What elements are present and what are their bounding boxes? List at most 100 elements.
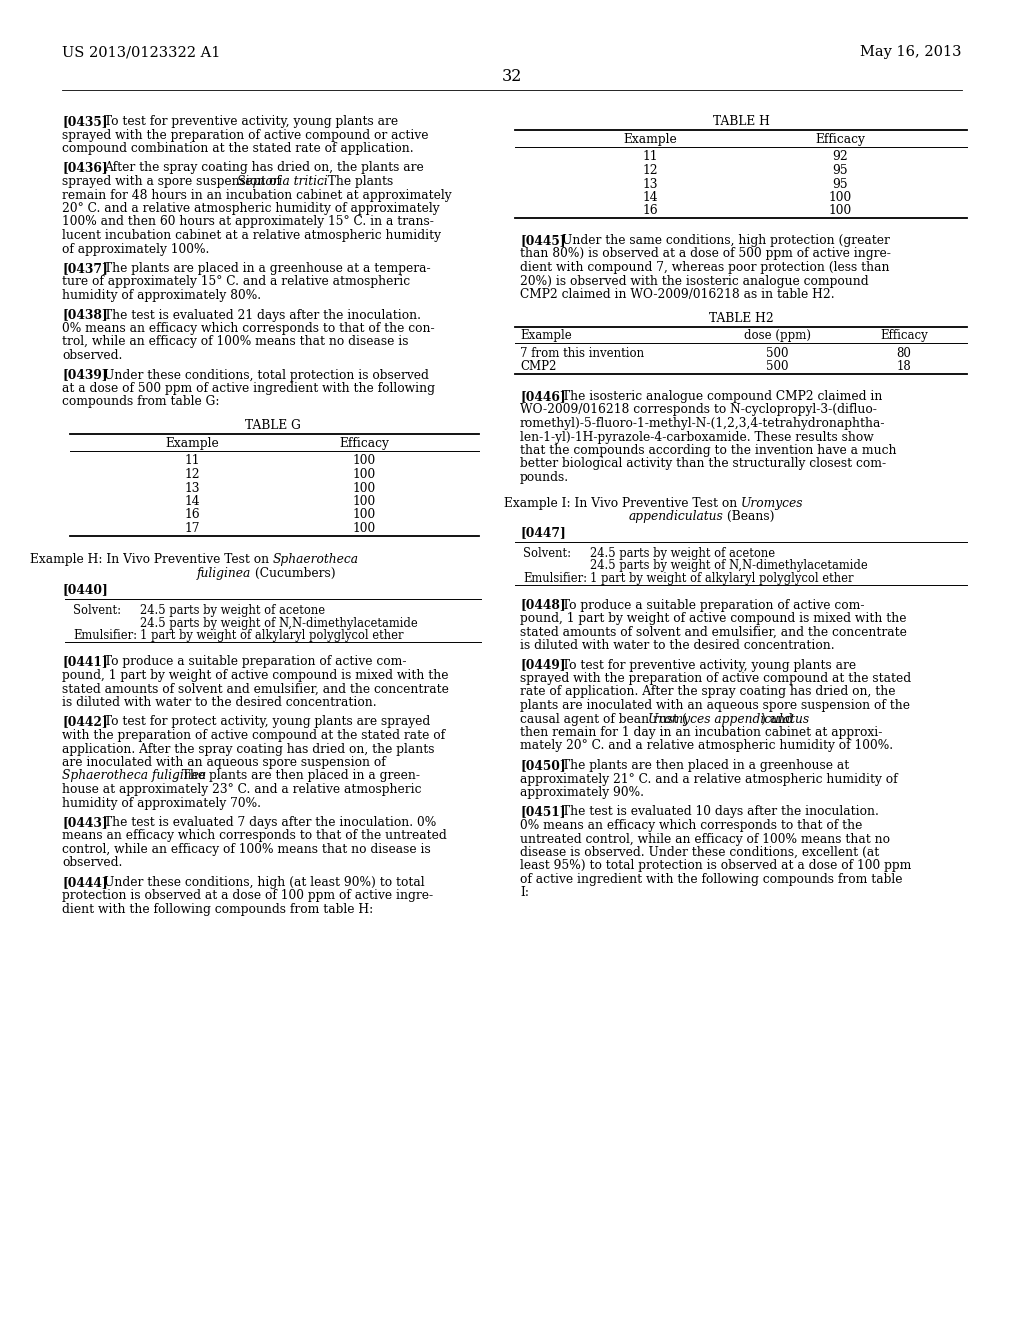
Text: 17: 17	[185, 521, 201, 535]
Text: Septoria tritici: Septoria tritici	[237, 176, 328, 187]
Text: 0% means an efficacy which corresponds to that of the con-: 0% means an efficacy which corresponds t…	[62, 322, 434, 335]
Text: dient with compound 7, whereas poor protection (less than: dient with compound 7, whereas poor prot…	[520, 261, 890, 275]
Text: Example I: In Vivo Preventive Test on: Example I: In Vivo Preventive Test on	[504, 496, 741, 510]
Text: 24.5 parts by weight of acetone: 24.5 parts by weight of acetone	[140, 605, 326, 616]
Text: The plants are then placed in a greenhouse at: The plants are then placed in a greenhou…	[562, 759, 849, 772]
Text: 20° C. and a relative atmospheric humidity of approximately: 20° C. and a relative atmospheric humidi…	[62, 202, 439, 215]
Text: least 95%) to total protection is observed at a dose of 100 ppm: least 95%) to total protection is observ…	[520, 859, 911, 873]
Text: 32: 32	[502, 69, 522, 84]
Text: 20%) is observed with the isosteric analogue compound: 20%) is observed with the isosteric anal…	[520, 275, 868, 288]
Text: [0447]: [0447]	[520, 525, 565, 539]
Text: are inoculated with an aqueous spore suspension of: are inoculated with an aqueous spore sus…	[62, 756, 386, 770]
Text: causal agent of bean rust (: causal agent of bean rust (	[520, 713, 687, 726]
Text: pound, 1 part by weight of active compound is mixed with the: pound, 1 part by weight of active compou…	[62, 669, 449, 682]
Text: at a dose of 500 ppm of active ingredient with the following: at a dose of 500 ppm of active ingredien…	[62, 381, 435, 395]
Text: compounds from table G:: compounds from table G:	[62, 396, 219, 408]
Text: observed.: observed.	[62, 348, 123, 362]
Text: Example H: In Vivo Preventive Test on: Example H: In Vivo Preventive Test on	[30, 553, 273, 566]
Text: [0439]: [0439]	[62, 368, 108, 381]
Text: Uromyces: Uromyces	[741, 496, 804, 510]
Text: [0445]: [0445]	[520, 234, 565, 247]
Text: plants are inoculated with an aqueous spore suspension of the: plants are inoculated with an aqueous sp…	[520, 700, 910, 711]
Text: . The plants: . The plants	[319, 176, 393, 187]
Text: Sphaerotheca: Sphaerotheca	[273, 553, 359, 566]
Text: (Cucumbers): (Cucumbers)	[251, 568, 336, 579]
Text: 7 from this invention: 7 from this invention	[520, 347, 644, 360]
Text: [0435]: [0435]	[62, 115, 108, 128]
Text: [0441]: [0441]	[62, 656, 108, 668]
Text: Sphaerotheca fuliginea: Sphaerotheca fuliginea	[62, 770, 206, 783]
Text: The test is evaluated 7 days after the inoculation. 0%: The test is evaluated 7 days after the i…	[104, 816, 436, 829]
Text: TABLE G: TABLE G	[245, 418, 301, 432]
Text: 12: 12	[185, 469, 201, 480]
Text: 12: 12	[643, 164, 658, 177]
Text: I:: I:	[520, 887, 529, 899]
Text: approximately 21° C. and a relative atmospheric humidity of: approximately 21° C. and a relative atmo…	[520, 772, 898, 785]
Text: 100: 100	[353, 495, 376, 508]
Text: 24.5 parts by weight of N,N-dimethylacetamide: 24.5 parts by weight of N,N-dimethylacet…	[140, 616, 418, 630]
Text: [0451]: [0451]	[520, 805, 565, 818]
Text: humidity of approximately 80%.: humidity of approximately 80%.	[62, 289, 261, 302]
Text: sprayed with a spore suspension of: sprayed with a spore suspension of	[62, 176, 285, 187]
Text: [0442]: [0442]	[62, 715, 108, 729]
Text: [0446]: [0446]	[520, 389, 565, 403]
Text: 100: 100	[353, 482, 376, 495]
Text: than 80%) is observed at a dose of 500 ppm of active ingre-: than 80%) is observed at a dose of 500 p…	[520, 248, 891, 260]
Text: 100: 100	[353, 469, 376, 480]
Text: [0436]: [0436]	[62, 161, 108, 174]
Text: 100: 100	[353, 508, 376, 521]
Text: 100: 100	[353, 521, 376, 535]
Text: better biological activity than the structurally closest com-: better biological activity than the stru…	[520, 458, 886, 470]
Text: sprayed with the preparation of active compound at the stated: sprayed with the preparation of active c…	[520, 672, 911, 685]
Text: Under these conditions, high (at least 90%) to total: Under these conditions, high (at least 9…	[104, 876, 425, 888]
Text: (Beans): (Beans)	[723, 510, 774, 523]
Text: house at approximately 23° C. and a relative atmospheric: house at approximately 23° C. and a rela…	[62, 783, 422, 796]
Text: Example: Example	[166, 437, 219, 450]
Text: ture of approximately 15° C. and a relative atmospheric: ture of approximately 15° C. and a relat…	[62, 276, 411, 289]
Text: Example: Example	[520, 330, 571, 342]
Text: fuliginea: fuliginea	[197, 568, 251, 579]
Text: Solvent:: Solvent:	[523, 546, 571, 560]
Text: May 16, 2013: May 16, 2013	[860, 45, 962, 59]
Text: To test for preventive activity, young plants are: To test for preventive activity, young p…	[562, 659, 856, 672]
Text: len-1-yl)-1H-pyrazole-4-carboxamide. These results show: len-1-yl)-1H-pyrazole-4-carboxamide. The…	[520, 430, 873, 444]
Text: 1 part by weight of alkylaryl polyglycol ether: 1 part by weight of alkylaryl polyglycol…	[590, 572, 853, 585]
Text: [0438]: [0438]	[62, 309, 108, 322]
Text: Uromyces appendiculatus: Uromyces appendiculatus	[648, 713, 809, 726]
Text: trol, while an efficacy of 100% means that no disease is: trol, while an efficacy of 100% means th…	[62, 335, 409, 348]
Text: with the preparation of active compound at the stated rate of: with the preparation of active compound …	[62, 729, 445, 742]
Text: The test is evaluated 21 days after the inoculation.: The test is evaluated 21 days after the …	[104, 309, 421, 322]
Text: control, while an efficacy of 100% means that no disease is: control, while an efficacy of 100% means…	[62, 843, 431, 855]
Text: TABLE H2: TABLE H2	[709, 312, 773, 325]
Text: To produce a suitable preparation of active com-: To produce a suitable preparation of act…	[104, 656, 407, 668]
Text: stated amounts of solvent and emulsifier, and the concentrate: stated amounts of solvent and emulsifier…	[520, 626, 907, 639]
Text: Emulsifier:: Emulsifier:	[523, 572, 587, 585]
Text: To test for protect activity, young plants are sprayed: To test for protect activity, young plan…	[104, 715, 430, 729]
Text: Efficacy: Efficacy	[815, 133, 865, 147]
Text: disease is observed. Under these conditions, excellent (at: disease is observed. Under these conditi…	[520, 846, 880, 859]
Text: WO-2009/016218 corresponds to N-cyclopropyl-3-(difluo-: WO-2009/016218 corresponds to N-cyclopro…	[520, 404, 877, 417]
Text: stated amounts of solvent and emulsifier, and the concentrate: stated amounts of solvent and emulsifier…	[62, 682, 449, 696]
Text: mately 20° C. and a relative atmospheric humidity of 100%.: mately 20° C. and a relative atmospheric…	[520, 739, 893, 752]
Text: 100: 100	[353, 454, 376, 467]
Text: dient with the following compounds from table H:: dient with the following compounds from …	[62, 903, 374, 916]
Text: application. After the spray coating has dried on, the plants: application. After the spray coating has…	[62, 742, 434, 755]
Text: [0444]: [0444]	[62, 876, 108, 888]
Text: 100: 100	[828, 205, 852, 218]
Text: dose (ppm): dose (ppm)	[743, 330, 811, 342]
Text: of approximately 100%.: of approximately 100%.	[62, 243, 209, 256]
Text: sprayed with the preparation of active compound or active: sprayed with the preparation of active c…	[62, 128, 428, 141]
Text: romethyl)-5-fluoro-1-methyl-N-(1,2,3,4-tetrahydronaphtha-: romethyl)-5-fluoro-1-methyl-N-(1,2,3,4-t…	[520, 417, 886, 430]
Text: The test is evaluated 10 days after the inoculation.: The test is evaluated 10 days after the …	[562, 805, 879, 818]
Text: appendiculatus: appendiculatus	[629, 510, 723, 523]
Text: 500: 500	[766, 360, 788, 374]
Text: Efficacy: Efficacy	[880, 330, 928, 342]
Text: 13: 13	[643, 177, 658, 190]
Text: untreated control, while an efficacy of 100% means that no: untreated control, while an efficacy of …	[520, 833, 890, 846]
Text: 100% and then 60 hours at approximately 15° C. in a trans-: 100% and then 60 hours at approximately …	[62, 215, 434, 228]
Text: [0450]: [0450]	[520, 759, 565, 772]
Text: 11: 11	[643, 150, 658, 164]
Text: 0% means an efficacy which corresponds to that of the: 0% means an efficacy which corresponds t…	[520, 818, 862, 832]
Text: US 2013/0123322 A1: US 2013/0123322 A1	[62, 45, 220, 59]
Text: Solvent:: Solvent:	[73, 605, 121, 616]
